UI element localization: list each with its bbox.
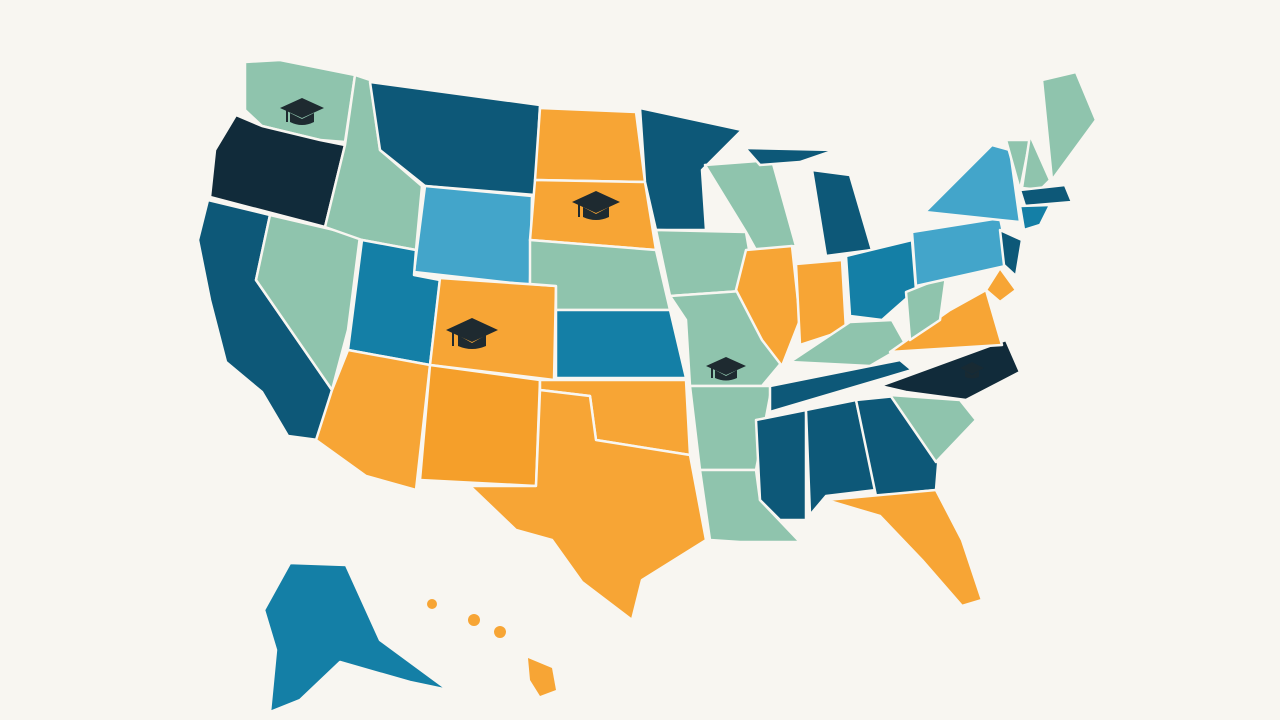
- maryland-delaware: [984, 266, 1018, 304]
- connecticut-rhode-island: [1018, 203, 1052, 232]
- new-mexico: [418, 363, 542, 488]
- cap-part: [578, 204, 580, 217]
- florida: [824, 488, 984, 608]
- michigan-upper: [743, 146, 837, 167]
- texas: [468, 388, 708, 622]
- cap-part: [290, 113, 314, 125]
- graduation-cap: [446, 318, 498, 349]
- hawaii-island: [427, 599, 437, 609]
- new-jersey: [998, 228, 1024, 278]
- cap-part: [280, 98, 324, 118]
- louisiana: [698, 468, 802, 544]
- cap-part: [706, 357, 746, 375]
- kentucky: [788, 318, 908, 368]
- north-carolina: [878, 338, 1022, 402]
- cap-part: [572, 191, 620, 213]
- hawaii-island: [468, 614, 480, 626]
- alaska: [262, 561, 450, 714]
- north-dakota: [533, 106, 647, 184]
- graduation-cap: [706, 357, 746, 381]
- cap-part: [583, 207, 609, 220]
- ohio: [844, 238, 918, 322]
- hawaii: [427, 599, 556, 696]
- south-carolina: [888, 393, 978, 464]
- graduation-cap: [572, 191, 620, 220]
- maine: [1040, 70, 1098, 182]
- cap-part: [965, 371, 979, 379]
- kansas: [554, 308, 688, 380]
- graduation-cap: [960, 362, 984, 379]
- cap-part: [452, 332, 454, 346]
- graduation-cap: [280, 98, 324, 125]
- hawaii-island: [528, 658, 556, 696]
- hawaii-island: [494, 626, 506, 638]
- cap-part: [458, 335, 486, 349]
- massachusetts: [1018, 183, 1074, 208]
- cap-part: [715, 370, 737, 381]
- new-york: [923, 143, 1022, 224]
- alabama: [804, 398, 878, 517]
- illinois: [734, 244, 802, 368]
- graduation-caps: [280, 98, 984, 381]
- cap-part: [286, 110, 288, 122]
- wyoming: [412, 184, 534, 287]
- cap-part: [711, 368, 713, 378]
- mississippi: [754, 408, 808, 522]
- tennessee: [768, 358, 914, 414]
- cap-part: [960, 362, 984, 374]
